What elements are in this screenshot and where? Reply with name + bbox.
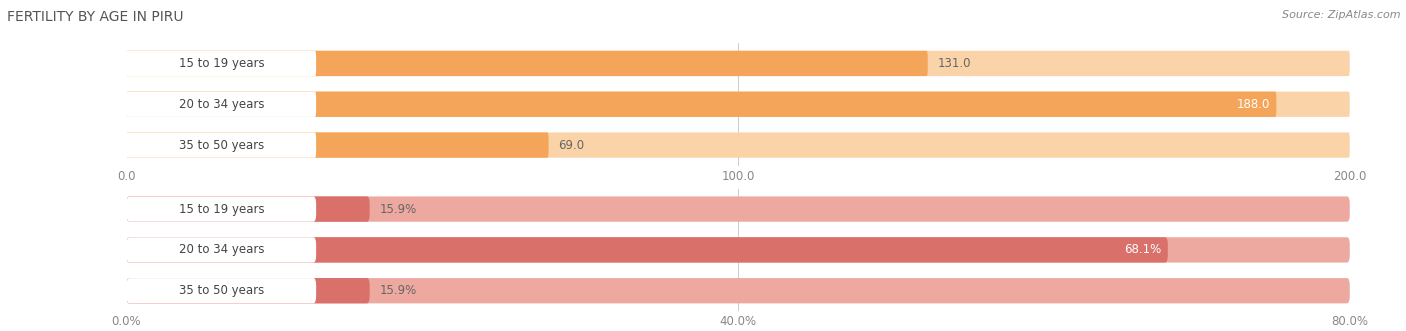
FancyBboxPatch shape [127, 132, 548, 158]
FancyBboxPatch shape [127, 196, 1350, 222]
FancyBboxPatch shape [127, 92, 1350, 117]
FancyBboxPatch shape [127, 237, 316, 262]
Text: 20 to 34 years: 20 to 34 years [179, 243, 264, 257]
FancyBboxPatch shape [127, 196, 316, 222]
FancyBboxPatch shape [127, 237, 1350, 262]
Text: 15.9%: 15.9% [380, 284, 416, 297]
Text: 68.1%: 68.1% [1125, 243, 1161, 257]
FancyBboxPatch shape [127, 278, 316, 304]
Text: 35 to 50 years: 35 to 50 years [179, 284, 264, 297]
FancyBboxPatch shape [127, 92, 1277, 117]
Text: 15.9%: 15.9% [380, 203, 416, 215]
Text: 69.0: 69.0 [558, 139, 585, 152]
FancyBboxPatch shape [127, 278, 1350, 304]
Text: Source: ZipAtlas.com: Source: ZipAtlas.com [1282, 10, 1400, 20]
FancyBboxPatch shape [127, 92, 316, 117]
Text: 20 to 34 years: 20 to 34 years [179, 98, 264, 111]
FancyBboxPatch shape [127, 51, 316, 76]
FancyBboxPatch shape [127, 51, 1350, 76]
FancyBboxPatch shape [127, 278, 370, 304]
Text: 15 to 19 years: 15 to 19 years [179, 57, 264, 70]
FancyBboxPatch shape [127, 237, 1168, 262]
Text: 35 to 50 years: 35 to 50 years [179, 139, 264, 152]
Text: 188.0: 188.0 [1237, 98, 1270, 111]
Text: FERTILITY BY AGE IN PIRU: FERTILITY BY AGE IN PIRU [7, 10, 184, 24]
Text: 131.0: 131.0 [938, 57, 972, 70]
FancyBboxPatch shape [127, 132, 1350, 158]
FancyBboxPatch shape [127, 196, 370, 222]
Text: 15 to 19 years: 15 to 19 years [179, 203, 264, 215]
FancyBboxPatch shape [127, 51, 928, 76]
FancyBboxPatch shape [127, 132, 316, 158]
